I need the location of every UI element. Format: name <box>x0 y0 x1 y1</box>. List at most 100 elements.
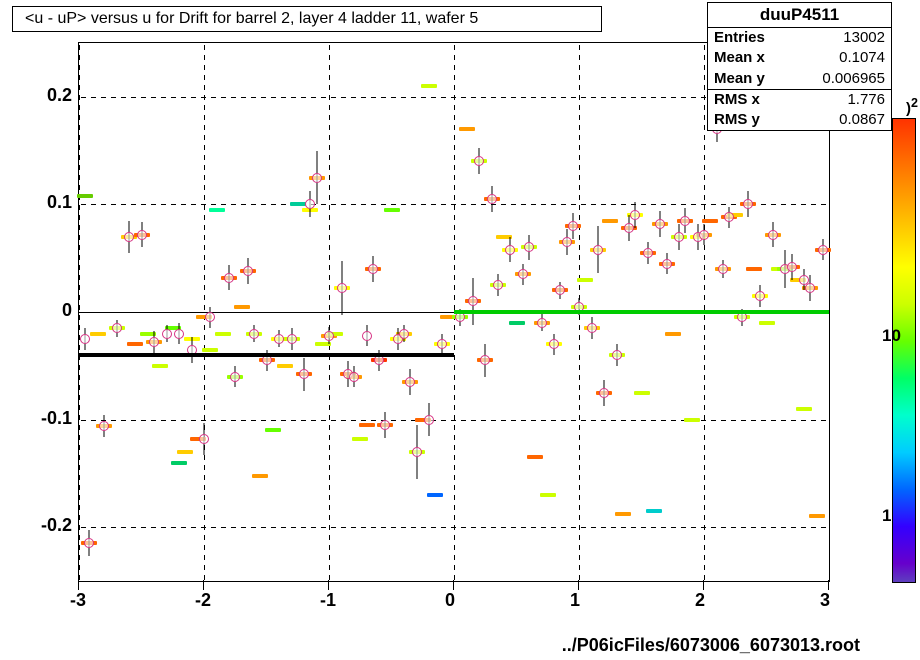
data-marker <box>474 156 484 166</box>
hist-cell <box>384 208 400 212</box>
y-tick-label: -0.2 <box>41 515 72 536</box>
data-marker <box>399 329 409 339</box>
data-marker <box>612 350 622 360</box>
data-marker <box>768 230 778 240</box>
data-marker <box>724 212 734 222</box>
fit-line <box>79 353 454 357</box>
hist-cell <box>90 332 106 336</box>
hist-cell <box>759 321 775 325</box>
stats-value: 0.1074 <box>839 48 885 68</box>
data-marker <box>249 329 259 339</box>
data-marker <box>243 266 253 276</box>
y-tick-label: 0 <box>62 300 72 321</box>
data-marker <box>537 318 547 328</box>
hist-cell <box>459 127 475 131</box>
stats-label: RMS x <box>714 90 760 110</box>
data-marker <box>299 369 309 379</box>
data-marker <box>787 262 797 272</box>
data-marker <box>199 434 209 444</box>
data-marker <box>124 232 134 242</box>
stats-value: 0.0867 <box>839 110 885 130</box>
hist-cell <box>359 423 375 427</box>
data-marker <box>562 237 572 247</box>
data-marker <box>805 283 815 293</box>
data-marker <box>305 199 315 209</box>
hist-cell <box>746 267 762 271</box>
hist-cell <box>646 509 662 513</box>
data-marker <box>493 280 503 290</box>
data-marker <box>137 230 147 240</box>
data-marker <box>599 388 609 398</box>
hist-cell <box>152 364 168 368</box>
hist-cell <box>215 332 231 336</box>
hist-cell <box>421 84 437 88</box>
data-marker <box>274 334 284 344</box>
x-tick-label: -1 <box>320 590 336 611</box>
x-tick-label: 3 <box>820 590 830 611</box>
data-marker <box>655 219 665 229</box>
data-marker <box>468 296 478 306</box>
data-marker <box>674 232 684 242</box>
data-marker <box>337 283 347 293</box>
stats-label: Mean x <box>714 48 765 68</box>
hist-cell <box>796 407 812 411</box>
hist-cell <box>77 194 93 198</box>
hist-cell <box>202 348 218 352</box>
stats-row: Mean y0.006965 <box>708 69 891 89</box>
stats-box: duuP4511 Entries 13002 Mean x 0.1074Mean y0… <box>707 2 892 131</box>
data-marker <box>587 323 597 333</box>
hist-cell <box>290 202 306 206</box>
hist-cell <box>234 305 250 309</box>
data-marker <box>643 248 653 258</box>
data-marker <box>380 420 390 430</box>
hist-cell <box>177 450 193 454</box>
data-marker <box>324 331 334 341</box>
stats-label: RMS y <box>714 110 760 130</box>
data-marker <box>424 415 434 425</box>
colorbar <box>892 118 916 583</box>
data-marker <box>412 447 422 457</box>
stats-label: Entries <box>714 28 765 48</box>
data-marker <box>480 355 490 365</box>
data-marker <box>699 230 709 240</box>
hist-cell <box>540 493 556 497</box>
hist-cell <box>209 208 225 212</box>
stats-value: 1.776 <box>847 90 885 110</box>
data-marker <box>487 194 497 204</box>
stats-row: Mean x 0.1074 <box>708 48 891 68</box>
hist-cell <box>265 428 281 432</box>
hist-cell <box>171 461 187 465</box>
stats-value: 13002 <box>843 28 885 48</box>
stats-header: duuP4511 <box>708 3 891 28</box>
x-tick-label: -2 <box>195 590 211 611</box>
x-tick-label: 1 <box>570 590 580 611</box>
stats-value: 0.006965 <box>822 69 885 89</box>
data-marker <box>230 372 240 382</box>
data-marker <box>205 312 215 322</box>
hist-cell <box>634 391 650 395</box>
data-marker <box>568 221 578 231</box>
hist-cell <box>684 418 700 422</box>
fit-line <box>454 310 829 314</box>
y-tick-label: 0.1 <box>47 192 72 213</box>
stats-body: Entries13002Mean x0.1074Mean y0.006965RM… <box>708 28 891 130</box>
data-marker <box>743 199 753 209</box>
data-marker <box>287 334 297 344</box>
data-marker <box>174 329 184 339</box>
data-marker <box>405 377 415 387</box>
data-marker <box>162 329 172 339</box>
stats-row: RMS x 1.776 <box>708 89 891 110</box>
data-marker <box>518 269 528 279</box>
data-marker <box>555 285 565 295</box>
data-marker <box>524 242 534 252</box>
data-marker <box>362 331 372 341</box>
x-tick-label: 2 <box>695 590 705 611</box>
colorbar-tick-label: 10 <box>882 326 901 346</box>
footer-path: ../P06icFiles/6073006_6073013.root <box>562 635 860 656</box>
colorbar-tick-label: 1 <box>882 506 891 526</box>
data-marker <box>630 210 640 220</box>
hist-cell <box>509 321 525 325</box>
hist-cell <box>665 332 681 336</box>
x-tick-label: -3 <box>70 590 86 611</box>
hist-cell <box>127 342 143 346</box>
